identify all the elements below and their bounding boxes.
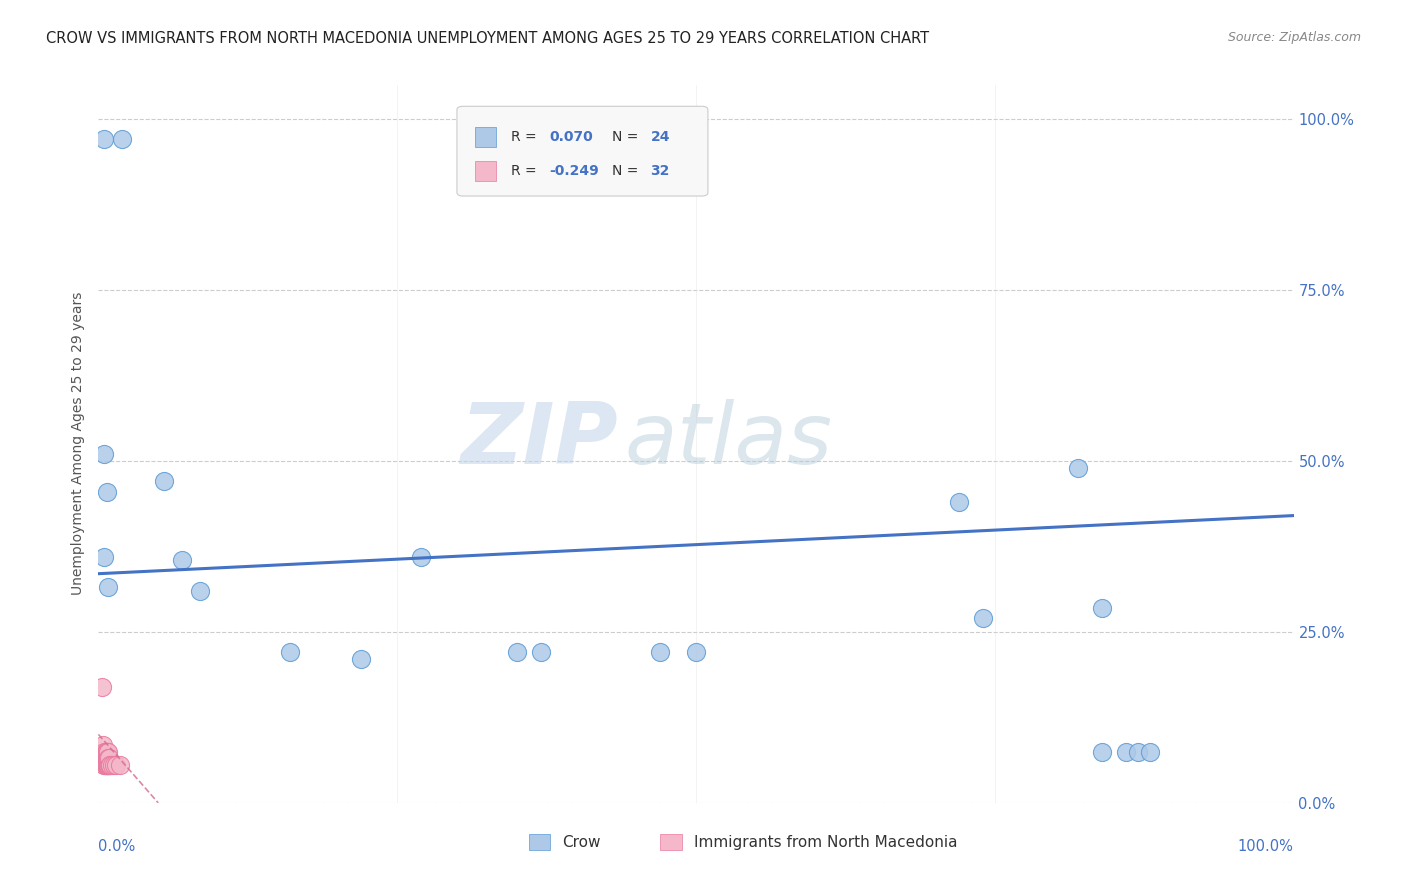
Point (1139, 744, 1161, 758)
Point (97, 744, 120, 758)
Point (172, 553, 194, 567)
Point (97, 758, 120, 772)
Point (96, 758, 118, 772)
Point (96, 744, 118, 758)
Point (96, 744, 118, 758)
Point (97, 758, 120, 772)
Point (96, 744, 118, 758)
Text: R =: R = (510, 164, 541, 178)
Point (1128, 744, 1150, 758)
Text: 0.070: 0.070 (548, 130, 593, 145)
Point (1091, 744, 1114, 758)
Point (91, 680, 114, 694)
Text: R =: R = (510, 130, 541, 145)
Text: 24: 24 (651, 130, 671, 145)
Point (98, 758, 122, 772)
Text: Source: ZipAtlas.com: Source: ZipAtlas.com (1227, 31, 1361, 45)
Point (948, 495, 970, 509)
Point (111, 132, 134, 146)
Point (93, 549, 115, 564)
Point (97, 751, 120, 765)
Point (97, 751, 120, 765)
Bar (475, 127, 496, 147)
Text: 0.0%: 0.0% (98, 838, 135, 854)
Point (153, 475, 176, 489)
Point (91, 738, 114, 752)
Point (93, 447, 115, 461)
Point (98, 751, 121, 765)
Text: 32: 32 (651, 164, 669, 178)
Point (105, 758, 128, 772)
Point (648, 645, 672, 659)
Point (93, 758, 115, 772)
Point (96, 751, 118, 765)
Point (1067, 460, 1090, 475)
Text: Crow: Crow (562, 835, 600, 850)
Point (1091, 601, 1114, 615)
Point (96, 758, 118, 772)
Point (278, 645, 301, 659)
Text: N =: N = (613, 130, 643, 145)
Bar (529, 834, 550, 850)
Point (98, 758, 122, 772)
Point (96, 751, 118, 765)
Text: ZIP: ZIP (461, 399, 619, 482)
Point (350, 652, 373, 666)
Point (411, 549, 433, 564)
Text: 100.0%: 100.0% (1237, 838, 1294, 854)
Point (108, 758, 131, 772)
Point (94, 751, 117, 765)
Text: Immigrants from North Macedonia: Immigrants from North Macedonia (693, 835, 957, 850)
Point (93, 758, 115, 772)
Point (972, 611, 994, 625)
Point (93, 751, 115, 765)
Point (1115, 744, 1137, 758)
Point (94, 744, 117, 758)
Bar (475, 161, 496, 181)
Point (188, 583, 211, 598)
Point (96, 484, 118, 499)
Point (100, 758, 122, 772)
Point (530, 645, 553, 659)
Point (96, 758, 118, 772)
FancyBboxPatch shape (457, 106, 709, 196)
Point (96, 751, 118, 765)
Point (685, 645, 707, 659)
Point (97, 581, 120, 595)
Point (506, 645, 529, 659)
Point (98, 758, 121, 772)
Text: N =: N = (613, 164, 643, 178)
Point (93, 132, 115, 146)
Point (103, 758, 125, 772)
Bar (661, 834, 682, 850)
Text: CROW VS IMMIGRANTS FROM NORTH MACEDONIA UNEMPLOYMENT AMONG AGES 25 TO 29 YEARS C: CROW VS IMMIGRANTS FROM NORTH MACEDONIA … (46, 31, 929, 46)
Point (93, 744, 115, 758)
Text: atlas: atlas (624, 399, 832, 482)
Text: -0.249: -0.249 (548, 164, 599, 178)
Point (94, 758, 117, 772)
Point (94, 758, 117, 772)
Y-axis label: Unemployment Among Ages 25 to 29 years: Unemployment Among Ages 25 to 29 years (70, 292, 84, 596)
